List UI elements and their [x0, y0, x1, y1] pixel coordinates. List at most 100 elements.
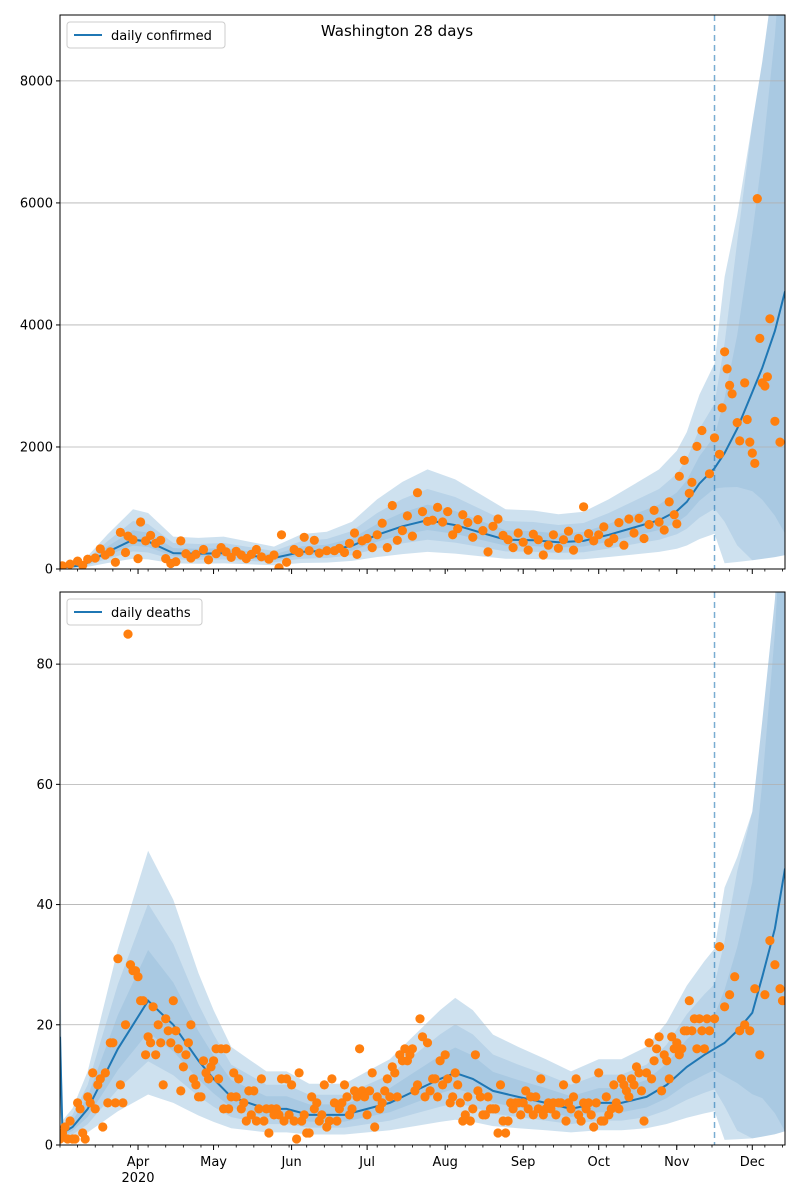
- confirmed-point: [553, 543, 564, 553]
- confirmed-point: [198, 544, 209, 555]
- confirmed-point: [226, 552, 236, 563]
- confirmed-point: [538, 550, 548, 560]
- deaths-point: [523, 1104, 533, 1114]
- confirmed-point: [714, 449, 725, 459]
- deaths-point: [251, 1116, 261, 1126]
- deaths-point: [294, 1068, 304, 1078]
- confirmed-point: [692, 441, 702, 451]
- confirmed-y-tick-label: 6000: [20, 196, 53, 211]
- deaths-point: [760, 990, 770, 1000]
- deaths-point: [654, 1032, 664, 1042]
- confirmed-point: [407, 531, 417, 541]
- confirmed-point: [639, 533, 649, 544]
- confirmed-point: [543, 540, 554, 550]
- confirmed-point: [722, 364, 732, 374]
- deaths-point: [657, 1086, 667, 1096]
- deaths-point: [342, 1092, 352, 1102]
- deaths-point: [178, 1062, 188, 1072]
- deaths-point: [60, 1122, 70, 1132]
- confirmed-point: [732, 418, 742, 428]
- confirmed-point: [397, 526, 407, 536]
- deaths-point: [362, 1110, 372, 1120]
- deaths-legend-box: [66, 598, 203, 626]
- deaths-point: [644, 1038, 654, 1048]
- deaths-point: [531, 1092, 541, 1102]
- confirmed-point: [309, 535, 319, 545]
- confirmed-point: [90, 553, 100, 563]
- deaths-point: [279, 1116, 289, 1126]
- confirmed-point: [349, 528, 360, 538]
- deaths-point: [420, 1092, 430, 1102]
- deaths-point: [292, 1134, 302, 1144]
- confirmed-y-tick-label: 0: [45, 563, 53, 578]
- confirmed-y-tick-label: 2000: [20, 440, 53, 455]
- confirmed-point: [770, 416, 780, 426]
- deaths-point: [327, 1074, 337, 1084]
- deaths-point: [304, 1128, 314, 1138]
- confirmed-point: [438, 517, 448, 527]
- confirmed-point: [443, 507, 453, 517]
- deaths-point: [103, 1098, 113, 1108]
- deaths-point: [501, 1128, 511, 1138]
- confirmed-point: [344, 538, 355, 549]
- confirmed-point: [294, 547, 304, 558]
- deaths-point: [196, 1092, 206, 1102]
- deaths-point: [158, 1080, 168, 1090]
- confirmed-point: [674, 471, 684, 481]
- confirmed-point: [133, 554, 143, 564]
- confirmed-point: [742, 414, 752, 425]
- deaths-point: [448, 1092, 458, 1102]
- confirmed-point: [533, 535, 543, 545]
- deaths-point: [697, 1026, 707, 1036]
- deaths-point: [662, 1056, 672, 1066]
- deaths-point: [694, 1014, 705, 1024]
- confirmed-y-axis: 0 2000 4000 6000 8000: [20, 74, 60, 578]
- deaths-point: [435, 1056, 445, 1066]
- deaths-point: [110, 1098, 120, 1108]
- deaths-point: [390, 1068, 400, 1078]
- deaths-point: [332, 1116, 342, 1126]
- deaths-point: [365, 1086, 375, 1096]
- confirmed-point: [115, 527, 125, 538]
- confirmed-point: [282, 557, 292, 567]
- confirmed-point: [478, 526, 488, 536]
- deaths-point: [556, 1098, 566, 1108]
- deaths-point: [433, 1092, 443, 1102]
- confirmed-point: [83, 554, 93, 564]
- deaths-point: [367, 1068, 377, 1078]
- confirmed-point: [488, 521, 498, 531]
- confirmed-point: [584, 529, 594, 539]
- deaths-point: [664, 1074, 674, 1084]
- deaths-point: [88, 1068, 98, 1078]
- confirmed-point: [377, 518, 387, 528]
- confirmed-point: [624, 514, 634, 524]
- deaths-point: [584, 1098, 594, 1108]
- deaths-point: [80, 1134, 90, 1144]
- confirmed-point: [417, 507, 428, 517]
- deaths-series-line: [60, 868, 785, 1135]
- deaths-y-tick-label: 40: [36, 898, 53, 913]
- confirmed-point: [428, 515, 438, 525]
- deaths-axes-frame: [59, 591, 786, 1146]
- x-tick-label: Sep: [511, 1155, 536, 1170]
- deaths-point: [709, 1014, 720, 1024]
- deaths-point: [745, 1026, 755, 1036]
- deaths-point: [70, 1134, 80, 1144]
- confirmed-point: [458, 510, 468, 520]
- deaths-point: [173, 1044, 183, 1054]
- confirmed-point: [654, 517, 664, 527]
- deaths-point: [100, 1068, 110, 1078]
- deaths-point: [65, 1116, 75, 1126]
- deaths-point: [115, 1080, 125, 1090]
- deaths-point: [370, 1122, 380, 1132]
- deaths-point: [151, 1050, 161, 1060]
- deaths-y-tick-label: 20: [36, 1018, 53, 1033]
- deaths-point: [750, 984, 760, 994]
- confirmed-point: [314, 548, 324, 558]
- confirmed-point: [548, 530, 559, 540]
- deaths-point: [770, 960, 780, 970]
- confirmed-point: [269, 550, 279, 560]
- x-tick-year-label: 2020: [121, 1171, 154, 1186]
- confirmed-point: [644, 519, 654, 530]
